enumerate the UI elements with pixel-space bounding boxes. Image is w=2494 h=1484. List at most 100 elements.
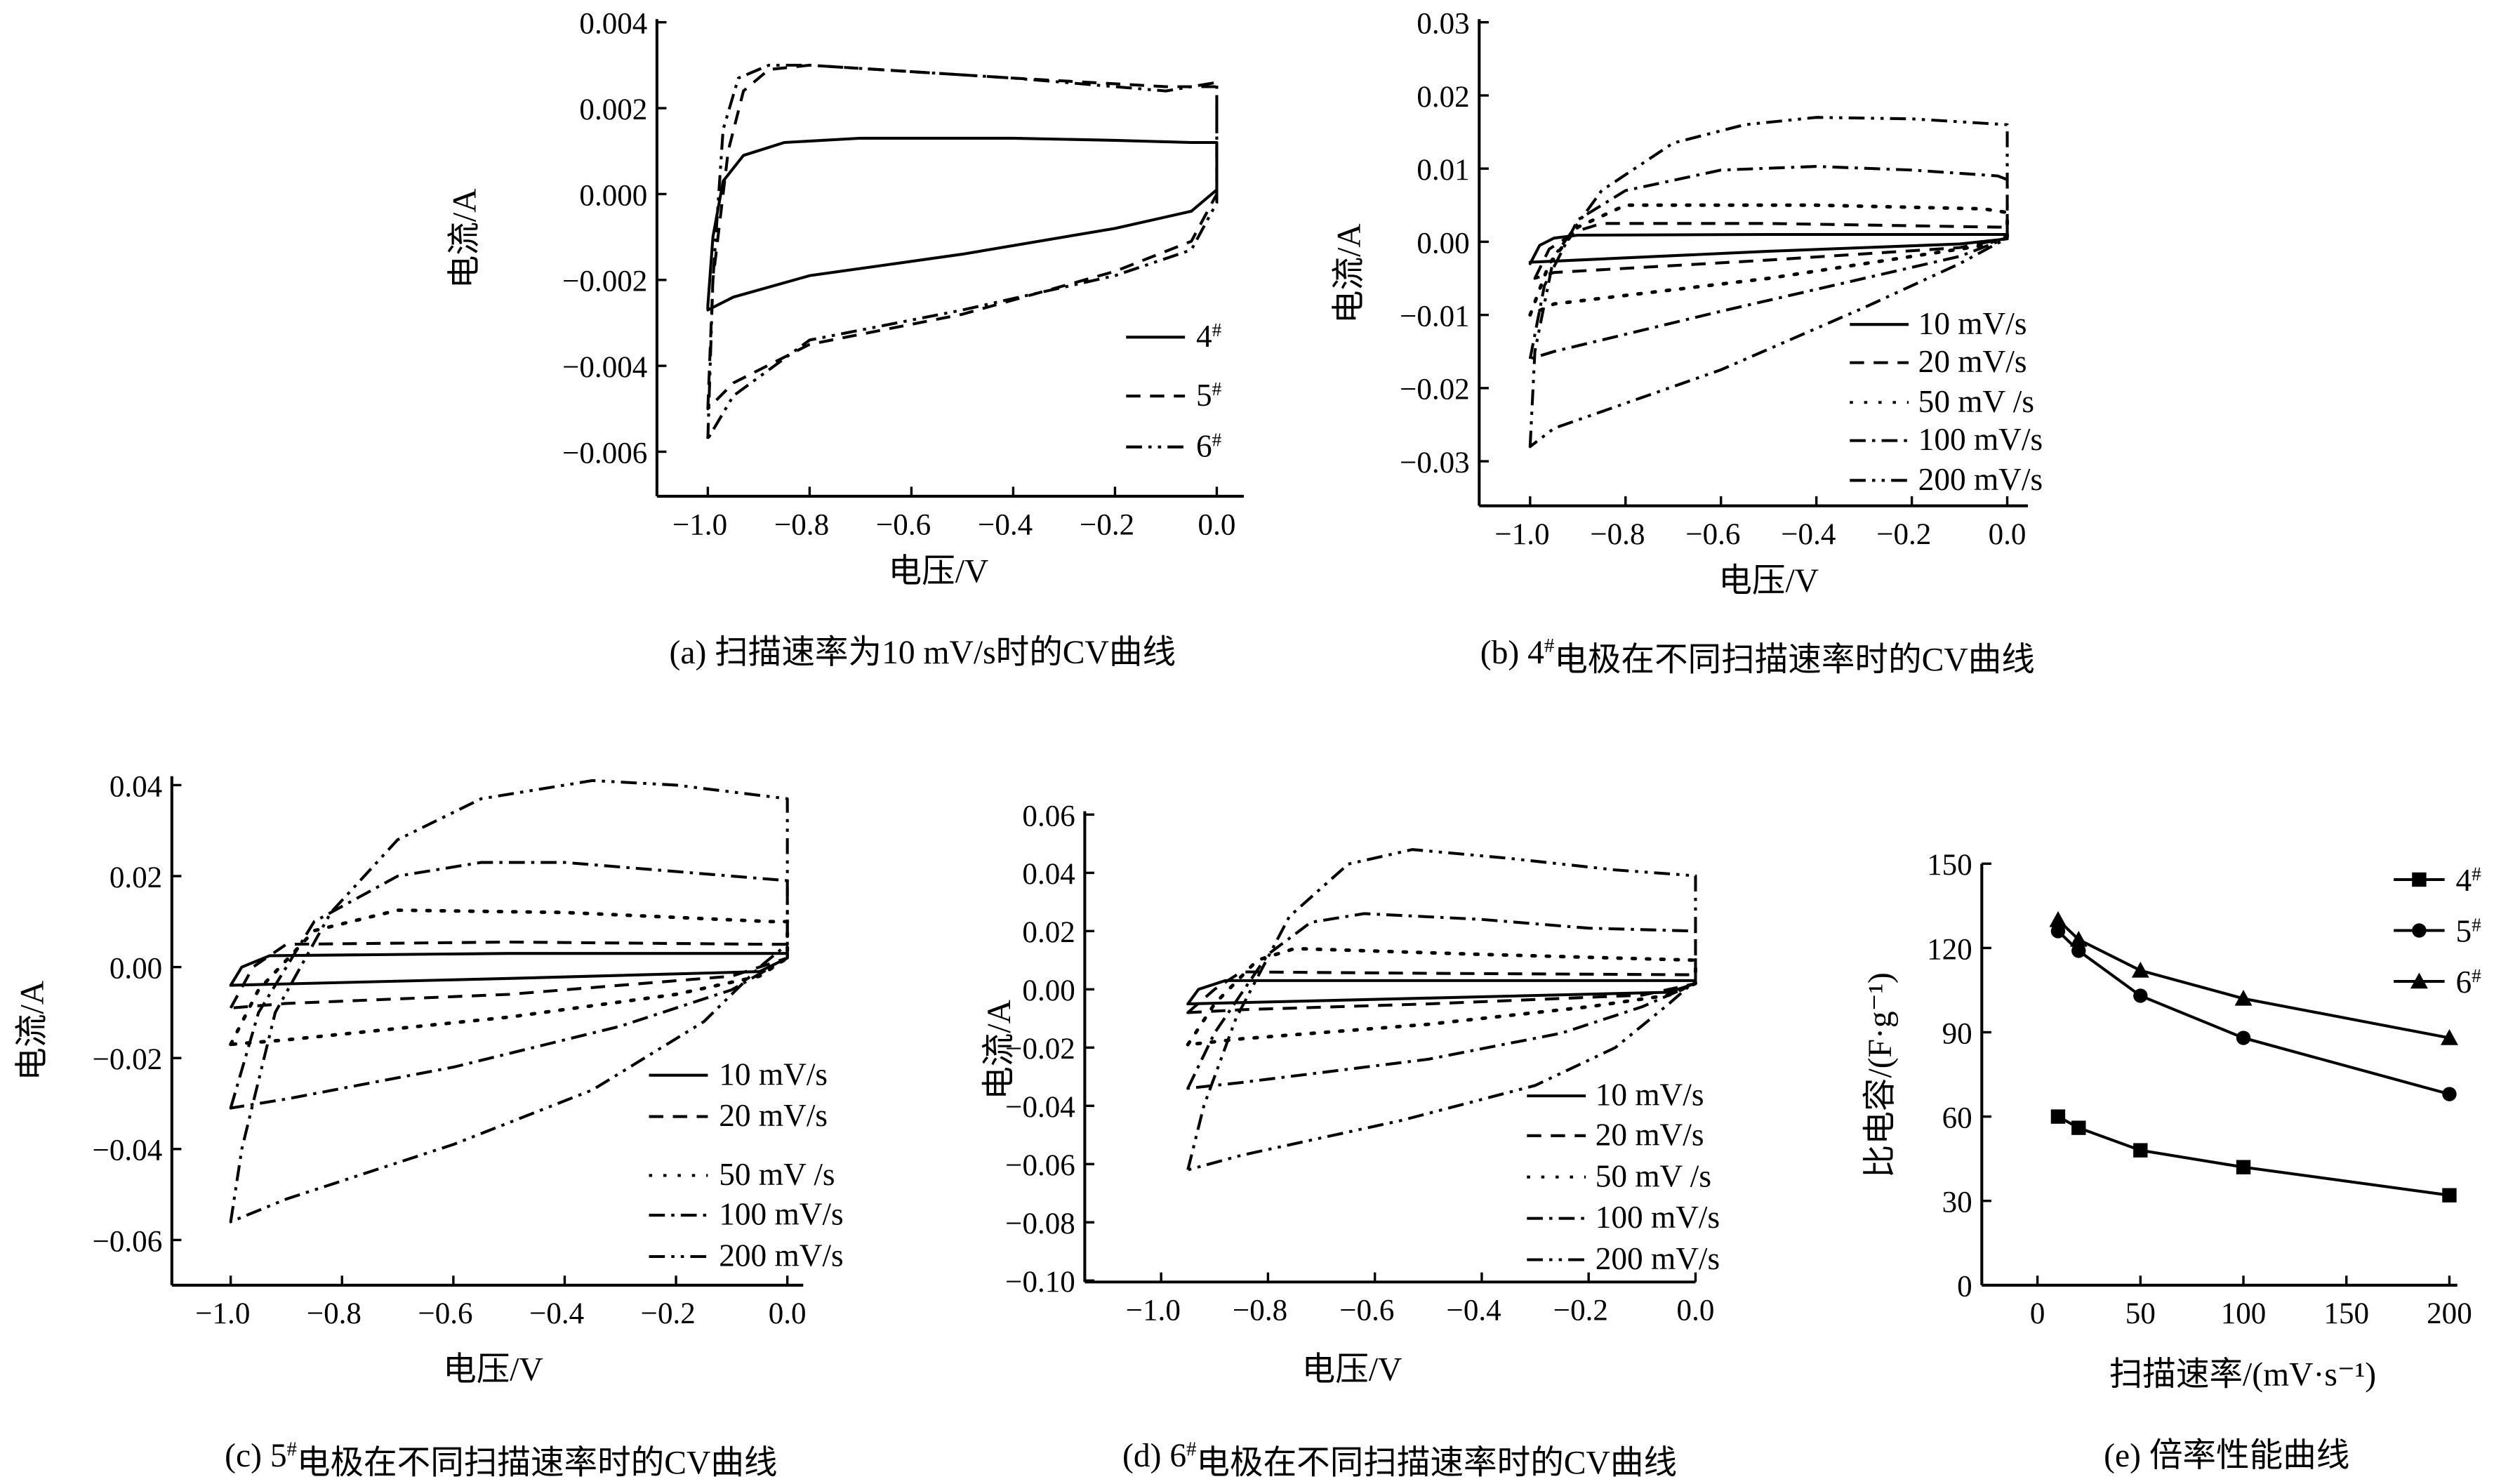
series-5: 5#​ [706, 63, 1222, 413]
legend-label: 10 mV/s [719, 1056, 828, 1092]
panel-caption: (e) 倍率性能曲线 [2104, 1438, 2349, 1474]
y-tick-label: −0.04 [1005, 1091, 1075, 1124]
x-tick-label: −1.0 [1494, 518, 1549, 551]
circle-marker [2412, 923, 2427, 938]
x-tick-label: −0.4 [529, 1297, 584, 1330]
x-axis-title: 扫描速率/(mV·s⁻¹) [2109, 1357, 2376, 1393]
x-tick-label: −0.2 [1080, 508, 1134, 541]
cv-curve [229, 779, 789, 1224]
circle-marker [2236, 1031, 2251, 1045]
y-tick-label: −0.002 [562, 265, 647, 298]
cv-curve [1186, 848, 1697, 1172]
x-tick-label: 0.0 [1989, 518, 2027, 551]
y-tick-label: −0.02 [1400, 373, 1470, 406]
cv-curve [229, 952, 789, 987]
legend-label: 200 mV/s [1596, 1241, 1720, 1276]
cv-curve [1533, 222, 2009, 280]
circle-marker [2133, 988, 2148, 1003]
x-tick-label: −1.0 [1126, 1294, 1181, 1327]
x-tick-label: −0.6 [1685, 518, 1740, 551]
legend-label: 10 mV/s [1596, 1078, 1704, 1113]
y-tick-label: −0.01 [1400, 300, 1470, 333]
series-line [2057, 1115, 2450, 1197]
cv-curve [1186, 912, 1697, 1090]
x-tick-label: 150 [2323, 1297, 2369, 1330]
x-tick-label: −0.4 [1447, 1294, 1501, 1327]
y-tick-label: −0.02 [1005, 1033, 1075, 1066]
y-tick-label: 0.00 [110, 952, 162, 985]
y-tick-label: 0 [1957, 1271, 1972, 1304]
panel-d: −1.0 −0.8 −0.6 −0.4 −0.2 0.0 0.06 0.04 0.02 0.00 −… [981, 800, 1720, 1481]
y-tick-label: −0.06 [93, 1225, 163, 1258]
y-tick-label: 60 [1942, 1101, 1972, 1134]
legend-label: 4#​ [2456, 863, 2482, 898]
x-tick-label: −0.4 [978, 508, 1033, 541]
y-tick-label: 0.000 [579, 179, 647, 212]
y-tick-label: 0.00 [1417, 227, 1469, 260]
legend-label: 200 mV/s [719, 1238, 843, 1273]
series-4: 4#​ [2050, 863, 2482, 1203]
x-tick-label: −1.0 [672, 508, 727, 541]
y-tick-label: −0.03 [1400, 446, 1470, 479]
y-tick-label: 0.04 [1022, 858, 1075, 891]
triangle-marker [2049, 910, 2067, 927]
y-tick-label: 90 [1942, 1017, 1972, 1050]
legend-label: 100 mV/s [1918, 422, 2043, 457]
x-tick-label: 50 [2125, 1297, 2156, 1330]
y-tick-label: 30 [1942, 1186, 1972, 1219]
legend-label: 50 mV /s [1918, 384, 2034, 419]
panel-caption: (b) 4#​电极在不同扫描速率时的CV曲线 [1480, 635, 2035, 678]
y-tick-label: 0.04 [110, 770, 162, 803]
cv-curve [706, 63, 1219, 441]
panel-a: −1.0 −0.8 −0.6 −0.4 −0.2 0.0 0.004 0.002 0.000 −0… [447, 8, 1244, 671]
triangle-marker [2410, 972, 2428, 989]
x-tick-label: −0.8 [1233, 1294, 1287, 1327]
x-tick-label: −0.6 [876, 508, 931, 541]
x-tick-label: −0.8 [307, 1297, 362, 1330]
y-tick-label: 0.02 [1417, 81, 1469, 114]
y-tick-label: 0.06 [1022, 800, 1075, 833]
cv-curve [1528, 165, 2009, 361]
y-tick-label: 0.03 [1417, 8, 1469, 41]
y-tick-label: −0.10 [1005, 1266, 1075, 1299]
panel-b: −1.0 −0.8 −0.6 −0.4 −0.2 0.0 0.03 0.02 0.01 0.00 −… [1331, 8, 2043, 679]
y-tick-label: −0.02 [93, 1043, 163, 1076]
cv-curve [229, 861, 789, 1110]
panel-c: −1.0 −0.8 −0.6 −0.4 −0.2 0.0 0.04 0.02 0.00 −0.02… [14, 770, 843, 1481]
panel-caption: (d) 6#​电极在不同扫描速率时的CV曲线 [1122, 1438, 1677, 1481]
series-50mVs: 50 mV /s [1186, 946, 1711, 1193]
y-axis-title: 电流/A [447, 188, 484, 289]
legend-label: 6#​ [1196, 428, 1222, 463]
x-tick-label: 200 [2427, 1297, 2472, 1330]
legend-label: 20 mV/s [1918, 344, 2027, 379]
x-tick-label: −0.6 [418, 1297, 472, 1330]
y-tick-label: −0.004 [562, 351, 647, 384]
series-200mVs: 200 mV/s [1186, 848, 1720, 1276]
x-tick-label: 0.0 [769, 1297, 807, 1330]
y-tick-label: 0.004 [579, 8, 647, 41]
square-marker [2236, 1160, 2251, 1174]
triangle-marker [2069, 930, 2088, 947]
triangle-marker [2440, 1029, 2458, 1045]
series-20mVs: 20 mV/s [1533, 222, 2027, 379]
x-tick-label: −1.0 [195, 1297, 250, 1330]
x-axis-title: 电压/V [889, 553, 989, 590]
x-axis-title: 电压/V [1718, 563, 1819, 599]
cv-curve [1528, 203, 2010, 317]
y-tick-label: 0.002 [579, 93, 647, 126]
legend-label: 100 mV/s [719, 1197, 843, 1232]
x-tick-label: −0.2 [1876, 518, 1931, 551]
legend-label: 6#​ [2456, 965, 2482, 1000]
legend-label: 50 mV /s [719, 1157, 835, 1192]
legend-label: 50 mV /s [1596, 1158, 1711, 1193]
y-tick-label: 0.02 [1022, 916, 1075, 949]
legend-label: 20 mV/s [719, 1098, 828, 1133]
y-tick-label: 120 [1927, 933, 1972, 966]
x-axis-title: 电压/V [443, 1352, 543, 1389]
square-marker [2442, 1188, 2457, 1203]
cv-curve [706, 63, 1219, 411]
x-tick-label: −0.4 [1781, 518, 1836, 551]
triangle-marker [2131, 961, 2149, 978]
square-marker [2412, 872, 2427, 887]
